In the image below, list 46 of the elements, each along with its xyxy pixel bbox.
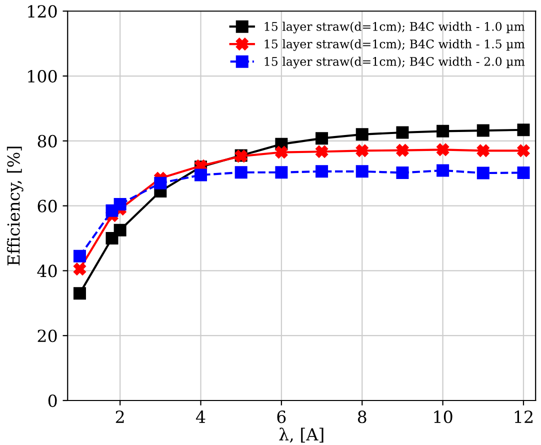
point [517, 166, 530, 179]
legend-label: 15 layer straw(d=1cm); B4C width - 1.0 µm [264, 22, 525, 34]
point [436, 124, 450, 138]
point [517, 124, 530, 136]
point [275, 166, 288, 179]
point [114, 224, 126, 236]
point [316, 165, 328, 178]
y-tick-label: 40 [37, 264, 57, 278]
y-tick-label: 0 [48, 394, 57, 408]
point [356, 165, 368, 178]
point [476, 124, 490, 137]
point [356, 128, 368, 141]
legend-label: 15 layer straw(d=1cm); B4C width - 2.0 µm [264, 56, 525, 68]
y-tick-label: 120 [28, 5, 57, 18]
point [316, 145, 328, 158]
point [356, 144, 368, 157]
point [517, 144, 530, 157]
point [234, 166, 248, 179]
y-tick-label: 100 [28, 70, 57, 83]
point [194, 168, 208, 182]
point [275, 146, 288, 159]
point [396, 166, 409, 179]
point [436, 164, 450, 177]
point [114, 198, 126, 210]
x-tick-label: 10 [434, 410, 452, 424]
y-tick-label: 60 [38, 200, 57, 212]
point [436, 143, 450, 156]
legend-label: 15 layer straw(d=1cm); B4C width - 1.5 µm [264, 39, 525, 51]
point [396, 126, 409, 139]
y-tick-label: 80 [38, 134, 57, 148]
y-tick-label: 20 [38, 330, 57, 342]
x-tick-label: 12 [514, 410, 532, 423]
point [396, 144, 409, 157]
point [73, 287, 86, 300]
point [476, 144, 490, 157]
point [316, 132, 328, 145]
x-tick-label: 8 [358, 410, 366, 424]
point [73, 250, 86, 262]
point [154, 176, 167, 190]
point [73, 262, 86, 276]
x-axis-title: λ, [A] [279, 428, 324, 443]
x-tick-label: 4 [196, 410, 206, 423]
x-tick-label: 2 [116, 410, 124, 423]
x-tick-label: 6 [277, 410, 286, 424]
point [476, 166, 490, 180]
y-axis-title: Efficiency, [%] [6, 146, 24, 266]
